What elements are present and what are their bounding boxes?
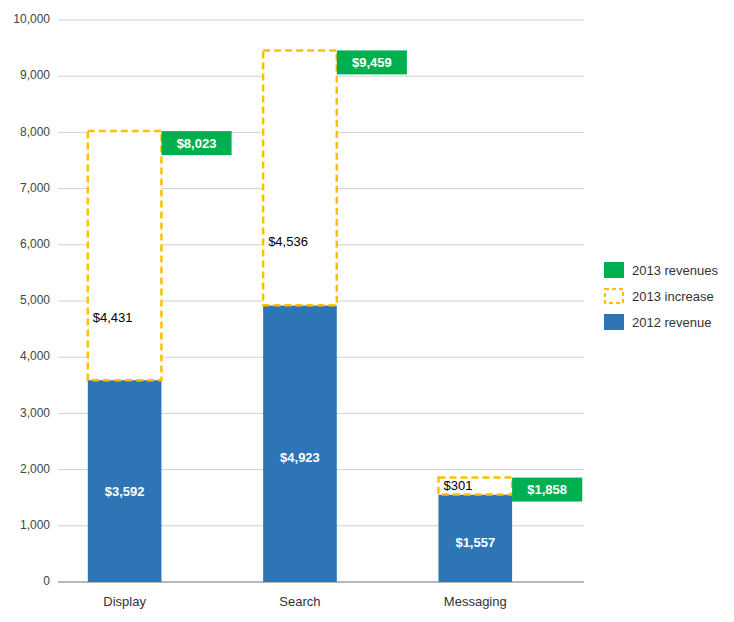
- y-tick-label: 9,000: [20, 68, 50, 82]
- total-box: [161, 131, 231, 155]
- data-label: $4,923: [280, 450, 320, 465]
- y-tick-label: 6,000: [20, 237, 50, 251]
- legend-label: 2013 increase: [632, 289, 714, 304]
- y-tick-label: 5,000: [20, 293, 50, 307]
- total-box: [337, 50, 407, 74]
- total-box: [512, 478, 582, 502]
- page: {"chart_data": { "type": "bar", "stacked…: [0, 0, 734, 622]
- grid: [58, 20, 584, 582]
- increase-box: [263, 50, 337, 305]
- y-tick-label: 2,000: [20, 462, 50, 476]
- data-label: $3,592: [105, 484, 145, 499]
- bar: [263, 305, 337, 582]
- data-labels: $3,592 $4,923 $1,557 $4,431 $4,536 $301 $8,023…: [93, 55, 567, 550]
- legend-swatch: [605, 289, 623, 303]
- data-label: $9,459: [352, 55, 392, 70]
- legend: 2013 revenues 2013 increase 2012 revenue: [604, 262, 719, 330]
- data-label: $1,858: [527, 482, 567, 497]
- marks: [88, 50, 582, 582]
- grid-line: [58, 20, 584, 21]
- data-label: $8,023: [177, 136, 217, 151]
- y-tick-label: 3,000: [20, 406, 50, 420]
- x-tick-label: Display: [103, 594, 146, 609]
- y-tick-label: 10,000: [13, 12, 50, 26]
- bar: [88, 380, 162, 582]
- y-tick-label: 0: [43, 574, 50, 588]
- x-tick-label: Messaging: [444, 594, 507, 609]
- data-label: $1,557: [455, 535, 495, 550]
- data-label: $301: [443, 478, 472, 493]
- data-label: $4,536: [268, 234, 308, 249]
- y-axis: 0 1,000 2,000 3,000 4,000 5,000 6,000 7,000 8,00…: [13, 12, 50, 588]
- legend-swatch: [604, 314, 624, 330]
- y-tick-label: 7,000: [20, 181, 50, 195]
- legend-swatch: [604, 262, 624, 278]
- chart: 0 1,000 2,000 3,000 4,000 5,000 6,000 7,000 8,00…: [0, 0, 734, 622]
- y-tick-label: 8,000: [20, 125, 50, 139]
- x-tick-label: Search: [279, 594, 320, 609]
- legend-label: 2012 revenue: [632, 315, 712, 330]
- y-tick-label: 1,000: [20, 518, 50, 532]
- bar: [438, 494, 512, 582]
- increase-box: [438, 478, 512, 495]
- increase-box: [88, 131, 162, 380]
- y-tick-label: 4,000: [20, 349, 50, 363]
- legend-label: 2013 revenues: [632, 263, 719, 278]
- data-label: $4,431: [93, 310, 133, 325]
- x-axis: Display Search Messaging: [103, 594, 506, 609]
